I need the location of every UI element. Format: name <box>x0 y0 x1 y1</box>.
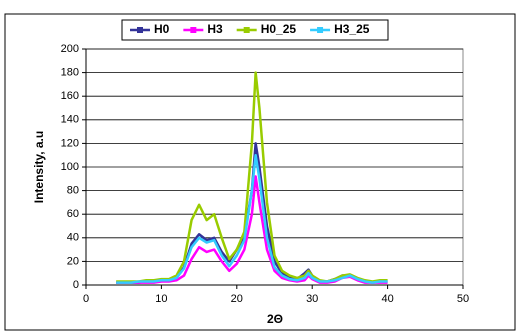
y-tick-label: 80 <box>67 185 79 197</box>
x-tick-label: 20 <box>231 293 243 305</box>
y-tick-label: 100 <box>61 161 79 173</box>
y-tick-label: 180 <box>61 67 79 79</box>
y-tick-label: 40 <box>67 232 79 244</box>
legend-marker <box>243 27 250 33</box>
legend-marker <box>137 27 143 33</box>
legend-label: H0 <box>154 22 170 36</box>
y-tick-label: 140 <box>61 114 79 126</box>
series-line <box>116 153 388 284</box>
x-tick-label: 30 <box>306 293 318 305</box>
y-tick-label: 60 <box>67 208 79 220</box>
y-tick-label: 20 <box>67 255 79 267</box>
x-tick-label: 10 <box>155 293 167 305</box>
x-tick-label: 50 <box>457 293 469 305</box>
legend-marker <box>190 27 197 33</box>
legend-label: H0_25 <box>261 22 297 36</box>
y-tick-label: 160 <box>61 90 79 102</box>
y-tick-label: 120 <box>61 137 79 149</box>
legend-label: H3_25 <box>334 22 370 36</box>
legend-marker <box>317 27 324 33</box>
y-tick-label: 0 <box>73 279 79 291</box>
legend-label: H3 <box>207 22 223 36</box>
y-tick-label: 200 <box>61 43 79 55</box>
x-tick-label: 0 <box>83 293 89 305</box>
x-axis-label: 2Θ <box>267 312 283 326</box>
y-axis-label: Intensity, a.u <box>32 131 46 203</box>
x-tick-label: 40 <box>381 293 393 305</box>
